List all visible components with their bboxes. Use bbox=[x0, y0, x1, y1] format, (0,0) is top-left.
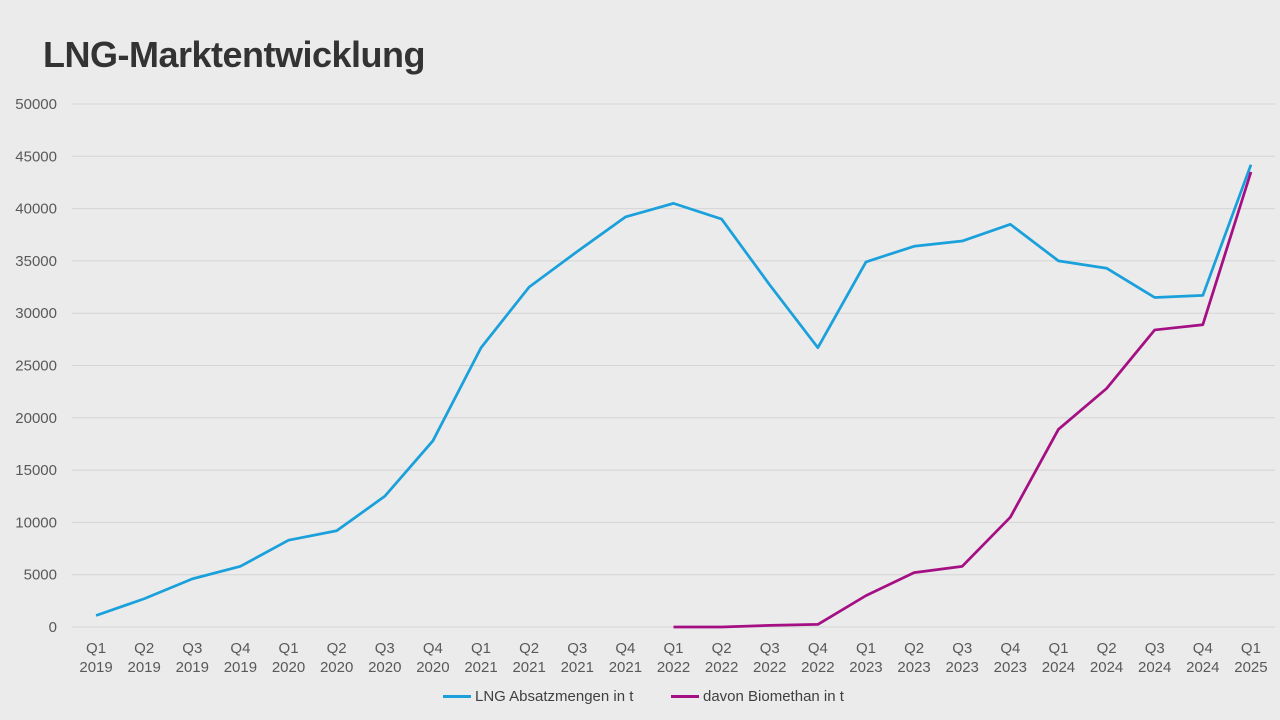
legend-swatch-lng bbox=[443, 695, 471, 698]
x-tick-label-quarter: Q2 bbox=[327, 640, 347, 657]
x-tick-label-year: 2023 bbox=[994, 659, 1027, 676]
x-tick-label-year: 2021 bbox=[609, 659, 642, 676]
x-tick-label-quarter: Q1 bbox=[1048, 640, 1068, 657]
x-tick-label-quarter: Q4 bbox=[230, 640, 250, 657]
chart-title: LNG-Marktentwicklung bbox=[43, 34, 426, 75]
x-tick-label-quarter: Q3 bbox=[567, 640, 587, 657]
legend-swatch-biomethan bbox=[671, 695, 699, 698]
x-tick-label-year: 2019 bbox=[176, 659, 209, 676]
x-tick-label-quarter: Q3 bbox=[1145, 640, 1165, 657]
x-tick-label-year: 2025 bbox=[1234, 659, 1267, 676]
legend: LNG Absatzmengen in t davon Biomethan in… bbox=[0, 688, 1280, 708]
y-tick-label: 15000 bbox=[15, 462, 57, 479]
y-tick-label: 30000 bbox=[15, 305, 57, 322]
x-tick-label-quarter: Q4 bbox=[615, 640, 635, 657]
legend-label-lng: LNG Absatzmengen in t bbox=[475, 688, 634, 705]
x-tick-label-quarter: Q4 bbox=[808, 640, 828, 657]
legend-item-biomethan: davon Biomethan in t bbox=[671, 688, 844, 705]
y-tick-label: 50000 bbox=[15, 96, 57, 113]
y-tick-label: 45000 bbox=[15, 148, 57, 165]
y-tick-label: 0 bbox=[49, 619, 57, 636]
x-tick-label-quarter: Q2 bbox=[1097, 640, 1117, 657]
x-tick-label-year: 2022 bbox=[801, 659, 834, 676]
y-tick-label: 5000 bbox=[24, 567, 57, 584]
x-tick-label-quarter: Q1 bbox=[1241, 640, 1261, 657]
y-tick-label: 20000 bbox=[15, 410, 57, 427]
x-tick-label-year: 2020 bbox=[272, 659, 305, 676]
x-tick-label-year: 2023 bbox=[849, 659, 882, 676]
legend-item-lng: LNG Absatzmengen in t bbox=[443, 688, 633, 705]
x-tick-label-quarter: Q1 bbox=[86, 640, 106, 657]
x-tick-label-quarter: Q2 bbox=[519, 640, 539, 657]
x-tick-label-year: 2023 bbox=[946, 659, 979, 676]
y-tick-label: 25000 bbox=[15, 358, 57, 375]
x-tick-label-quarter: Q2 bbox=[712, 640, 732, 657]
gridlines bbox=[72, 103, 1275, 628]
y-tick-label: 10000 bbox=[15, 514, 57, 531]
x-tick-label-year: 2021 bbox=[512, 659, 545, 676]
x-tick-label-quarter: Q3 bbox=[182, 640, 202, 657]
series-lines bbox=[95, 164, 1253, 629]
x-tick-label-quarter: Q1 bbox=[471, 640, 491, 657]
x-tick-label-year: 2024 bbox=[1042, 659, 1075, 676]
x-tick-label-year: 2024 bbox=[1138, 659, 1171, 676]
x-tick-label-year: 2022 bbox=[753, 659, 786, 676]
x-tick-label-year: 2019 bbox=[127, 659, 160, 676]
x-tick-label-year: 2019 bbox=[224, 659, 257, 676]
x-tick-label-quarter: Q3 bbox=[760, 640, 780, 657]
x-tick-label-year: 2020 bbox=[368, 659, 401, 676]
x-tick-label-year: 2024 bbox=[1186, 659, 1219, 676]
series-line-biomethan bbox=[673, 171, 1253, 629]
x-tick-label-quarter: Q2 bbox=[904, 640, 924, 657]
x-tick-label-year: 2024 bbox=[1090, 659, 1123, 676]
x-tick-label-year: 2020 bbox=[320, 659, 353, 676]
x-tick-label-quarter: Q4 bbox=[1193, 640, 1213, 657]
x-tick-label-quarter: Q4 bbox=[423, 640, 443, 657]
x-tick-label-year: 2021 bbox=[464, 659, 497, 676]
y-axis-tick-labels: 0 5000 10000 15000 20000 25000 30000 35000 40000… bbox=[15, 96, 57, 636]
legend-label-biomethan: davon Biomethan in t bbox=[703, 688, 844, 705]
series-line-lng bbox=[95, 164, 1253, 617]
x-tick-label-quarter: Q1 bbox=[663, 640, 683, 657]
x-axis-tick-labels: Q1 2019 Q2 2019 Q3 2019 Q4 2019 Q1 2020 Q2 2020 Q3 20… bbox=[79, 640, 1267, 676]
x-tick-label-year: 2020 bbox=[416, 659, 449, 676]
x-tick-label-quarter: Q4 bbox=[1000, 640, 1020, 657]
x-tick-label-quarter: Q1 bbox=[856, 640, 876, 657]
x-tick-label-year: 2019 bbox=[79, 659, 112, 676]
x-tick-label-year: 2022 bbox=[657, 659, 690, 676]
x-tick-label-year: 2023 bbox=[897, 659, 930, 676]
x-tick-label-quarter: Q3 bbox=[952, 640, 972, 657]
y-tick-label: 35000 bbox=[15, 253, 57, 270]
x-tick-label-quarter: Q3 bbox=[375, 640, 395, 657]
x-tick-label-quarter: Q1 bbox=[279, 640, 299, 657]
x-tick-label-quarter: Q2 bbox=[134, 640, 154, 657]
x-tick-label-year: 2021 bbox=[561, 659, 594, 676]
x-tick-label-year: 2022 bbox=[705, 659, 738, 676]
y-tick-label: 40000 bbox=[15, 201, 57, 218]
